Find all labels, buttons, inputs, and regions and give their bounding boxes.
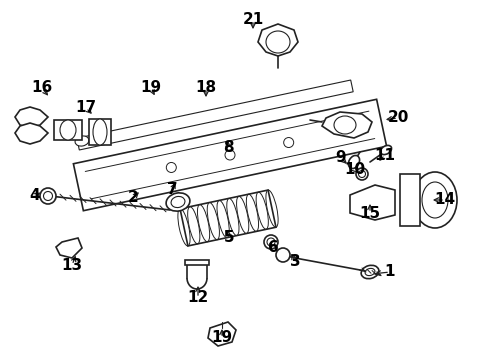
Polygon shape xyxy=(74,99,387,211)
Ellipse shape xyxy=(188,207,200,244)
Ellipse shape xyxy=(359,171,366,177)
Text: 19: 19 xyxy=(212,330,233,346)
Text: 19: 19 xyxy=(141,81,162,95)
Ellipse shape xyxy=(225,150,235,160)
Ellipse shape xyxy=(284,138,294,148)
Ellipse shape xyxy=(197,204,210,242)
Text: 4: 4 xyxy=(30,189,40,203)
Ellipse shape xyxy=(356,168,368,180)
Ellipse shape xyxy=(237,196,249,234)
Text: 20: 20 xyxy=(387,111,409,126)
Ellipse shape xyxy=(227,198,239,235)
Ellipse shape xyxy=(166,193,190,211)
Ellipse shape xyxy=(361,265,379,279)
Text: 1: 1 xyxy=(385,265,395,279)
Ellipse shape xyxy=(246,194,259,231)
Polygon shape xyxy=(322,112,372,138)
Ellipse shape xyxy=(264,235,278,249)
Ellipse shape xyxy=(217,201,229,238)
Text: 18: 18 xyxy=(196,81,217,95)
Text: 14: 14 xyxy=(435,193,456,207)
Ellipse shape xyxy=(207,203,220,240)
Ellipse shape xyxy=(75,136,89,146)
Polygon shape xyxy=(208,322,236,346)
Ellipse shape xyxy=(365,269,375,276)
Text: 3: 3 xyxy=(290,253,300,269)
Ellipse shape xyxy=(166,162,176,172)
Polygon shape xyxy=(89,119,111,145)
Polygon shape xyxy=(56,238,82,258)
Ellipse shape xyxy=(334,116,356,134)
Text: 6: 6 xyxy=(268,240,278,256)
Text: 5: 5 xyxy=(224,230,234,244)
Text: 8: 8 xyxy=(222,140,233,156)
Ellipse shape xyxy=(266,190,278,227)
Polygon shape xyxy=(15,107,48,128)
Polygon shape xyxy=(400,174,420,226)
Ellipse shape xyxy=(267,238,275,246)
Text: 11: 11 xyxy=(374,148,395,162)
Ellipse shape xyxy=(44,192,52,201)
Text: 13: 13 xyxy=(61,257,82,273)
Ellipse shape xyxy=(256,192,269,229)
Text: 21: 21 xyxy=(243,13,264,27)
Text: 7: 7 xyxy=(167,183,177,198)
Text: 10: 10 xyxy=(344,162,366,177)
Ellipse shape xyxy=(266,31,290,53)
Ellipse shape xyxy=(178,209,190,246)
Text: 12: 12 xyxy=(187,291,209,306)
Text: 2: 2 xyxy=(127,190,138,206)
Polygon shape xyxy=(185,260,209,265)
Ellipse shape xyxy=(422,182,448,218)
Polygon shape xyxy=(258,24,298,56)
Ellipse shape xyxy=(60,120,76,140)
Ellipse shape xyxy=(413,172,457,228)
Text: 17: 17 xyxy=(75,100,97,116)
Text: 16: 16 xyxy=(31,81,52,95)
Ellipse shape xyxy=(348,156,360,168)
Polygon shape xyxy=(15,123,48,144)
Ellipse shape xyxy=(276,248,290,262)
Text: 9: 9 xyxy=(336,150,346,166)
Ellipse shape xyxy=(93,119,107,145)
Polygon shape xyxy=(54,120,82,140)
Text: 15: 15 xyxy=(360,206,381,220)
Ellipse shape xyxy=(171,197,185,208)
Polygon shape xyxy=(350,185,395,220)
Ellipse shape xyxy=(40,188,56,204)
Ellipse shape xyxy=(380,145,392,154)
Polygon shape xyxy=(77,80,353,150)
